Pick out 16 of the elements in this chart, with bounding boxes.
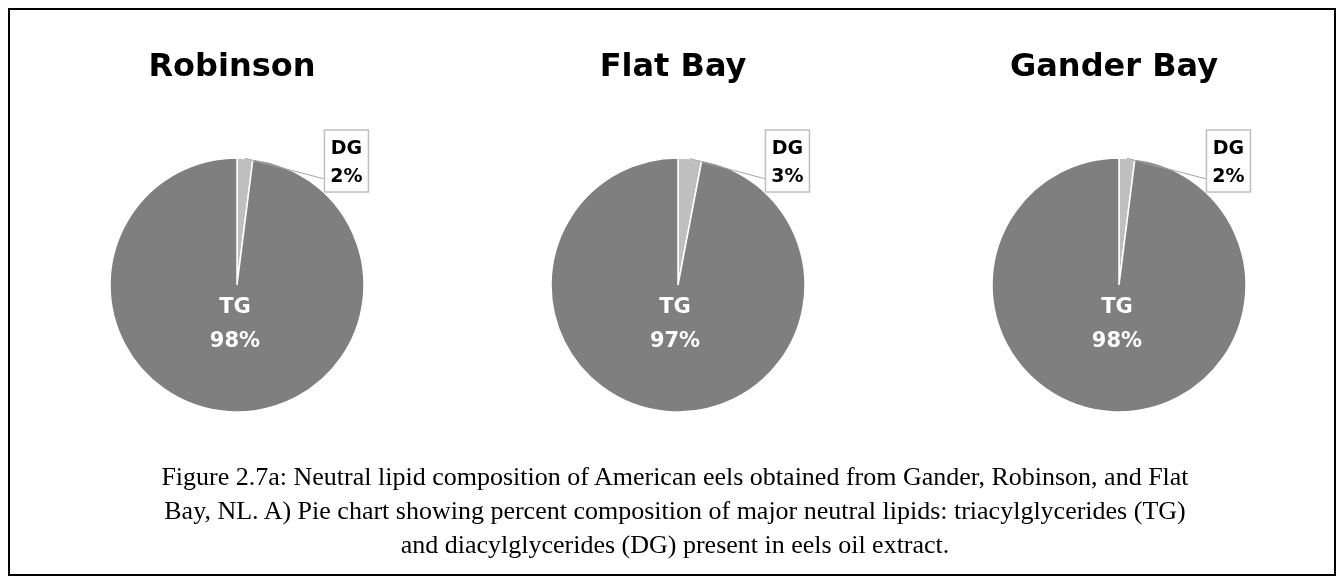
slice-label: TG xyxy=(659,293,691,318)
slice-label: DG xyxy=(771,136,804,158)
slice-label: DG xyxy=(330,136,363,158)
data-label: 98% xyxy=(209,327,261,352)
data-label: 97% xyxy=(649,327,701,352)
data-label: 98% xyxy=(1091,327,1143,352)
chart-title: Gander Bay xyxy=(1009,46,1219,84)
chart-title: Robinson xyxy=(148,46,316,84)
caption: Figure 2.7a: Neutral lipid composition of American eels obtained from Gander, Robinson, and Flat Bay, NL. A) Pie chart showing percent composition of major neutral lipids: triacylglycerides (TG) and diacylglycerides (DG) present in eels oil extract. xyxy=(160,461,1190,561)
slice-label: TG xyxy=(219,293,251,318)
slice-label: DG xyxy=(1212,136,1245,158)
data-label: 2% xyxy=(1212,164,1245,186)
slice-label: TG xyxy=(1101,293,1133,318)
data-label: 2% xyxy=(330,164,363,186)
chart-title: Flat Bay xyxy=(599,46,747,84)
data-label: 3% xyxy=(771,164,804,186)
